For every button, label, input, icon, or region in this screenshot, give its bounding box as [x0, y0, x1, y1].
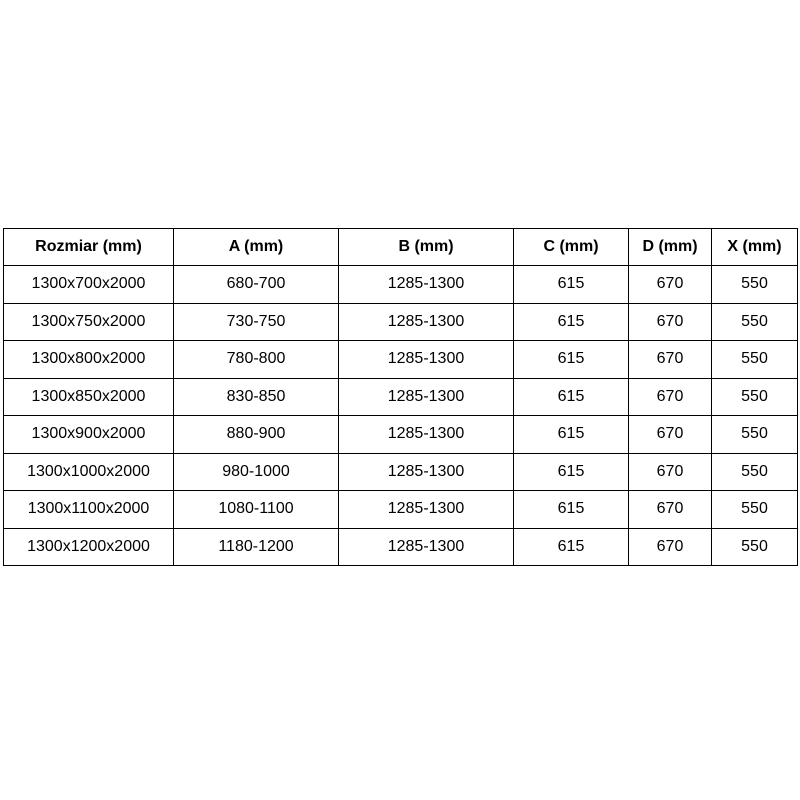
table-cell: 1300x750x2000 [3, 302, 174, 341]
table-cell: 1285-1300 [338, 340, 514, 379]
table-cell: 615 [513, 302, 629, 341]
table-row: 1300x800x2000 780-800 1285-1300 615 670 550 [3, 340, 798, 379]
dimensions-table: Rozmiar (mm) A (mm) B (mm) C (mm) D (mm) X (m… [3, 228, 798, 566]
table-cell: 1080-1100 [173, 490, 339, 529]
table-cell: 1285-1300 [338, 452, 514, 491]
table-cell: 615 [513, 377, 629, 416]
column-header: A (mm) [173, 228, 339, 266]
table-cell: 670 [628, 377, 712, 416]
table-cell: 830-850 [173, 377, 339, 416]
column-header: Rozmiar (mm) [3, 228, 174, 266]
table-row: 1300x1100x2000 1080-1100 1285-1300 615 670 55… [3, 490, 798, 529]
table-cell: 1285-1300 [338, 490, 514, 529]
column-header: B (mm) [338, 228, 514, 266]
table-cell: 1285-1300 [338, 527, 514, 566]
table-cell: 615 [513, 415, 629, 454]
column-header: C (mm) [513, 228, 629, 266]
table-cell: 1285-1300 [338, 265, 514, 304]
header-row: Rozmiar (mm) A (mm) B (mm) C (mm) D (mm) X (m… [3, 228, 798, 266]
table-cell: 670 [628, 452, 712, 491]
table-cell: 615 [513, 490, 629, 529]
table-cell: 550 [711, 265, 798, 304]
table-cell: 880-900 [173, 415, 339, 454]
column-header: D (mm) [628, 228, 712, 266]
table-cell: 1300x1100x2000 [3, 490, 174, 529]
table-row: 1300x750x2000 730-750 1285-1300 615 670 550 [3, 302, 798, 341]
table-cell: 615 [513, 527, 629, 566]
table-cell: 615 [513, 340, 629, 379]
table-cell: 1285-1300 [338, 377, 514, 416]
table-cell: 1300x1000x2000 [3, 452, 174, 491]
table-cell: 615 [513, 452, 629, 491]
table-cell: 780-800 [173, 340, 339, 379]
table-cell: 670 [628, 340, 712, 379]
table-cell: 550 [711, 452, 798, 491]
table-cell: 615 [513, 265, 629, 304]
table-cell: 1285-1300 [338, 415, 514, 454]
table-cell: 670 [628, 302, 712, 341]
table-cell: 1285-1300 [338, 302, 514, 341]
table-cell: 680-700 [173, 265, 339, 304]
table-cell: 1300x1200x2000 [3, 527, 174, 566]
table-row: 1300x1200x2000 1180-1200 1285-1300 615 670 55… [3, 527, 798, 566]
table-cell: 550 [711, 415, 798, 454]
table-cell: 730-750 [173, 302, 339, 341]
table-cell: 550 [711, 340, 798, 379]
table-row: 1300x850x2000 830-850 1285-1300 615 670 550 [3, 377, 798, 416]
table-row: 1300x1000x2000 980-1000 1285-1300 615 670 550 [3, 452, 798, 491]
table-cell: 670 [628, 527, 712, 566]
table-row: 1300x700x2000 680-700 1285-1300 615 670 550 [3, 265, 798, 304]
table-cell: 1180-1200 [173, 527, 339, 566]
table-cell: 670 [628, 415, 712, 454]
table-cell: 1300x700x2000 [3, 265, 174, 304]
table-cell: 1300x850x2000 [3, 377, 174, 416]
table-row: 1300x900x2000 880-900 1285-1300 615 670 550 [3, 415, 798, 454]
table-cell: 1300x900x2000 [3, 415, 174, 454]
table-cell: 670 [628, 490, 712, 529]
table-cell: 550 [711, 527, 798, 566]
table-cell: 980-1000 [173, 452, 339, 491]
table-cell: 550 [711, 302, 798, 341]
table-cell: 550 [711, 490, 798, 529]
table-cell: 1300x800x2000 [3, 340, 174, 379]
table-cell: 550 [711, 377, 798, 416]
column-header: X (mm) [711, 228, 798, 266]
table-cell: 670 [628, 265, 712, 304]
